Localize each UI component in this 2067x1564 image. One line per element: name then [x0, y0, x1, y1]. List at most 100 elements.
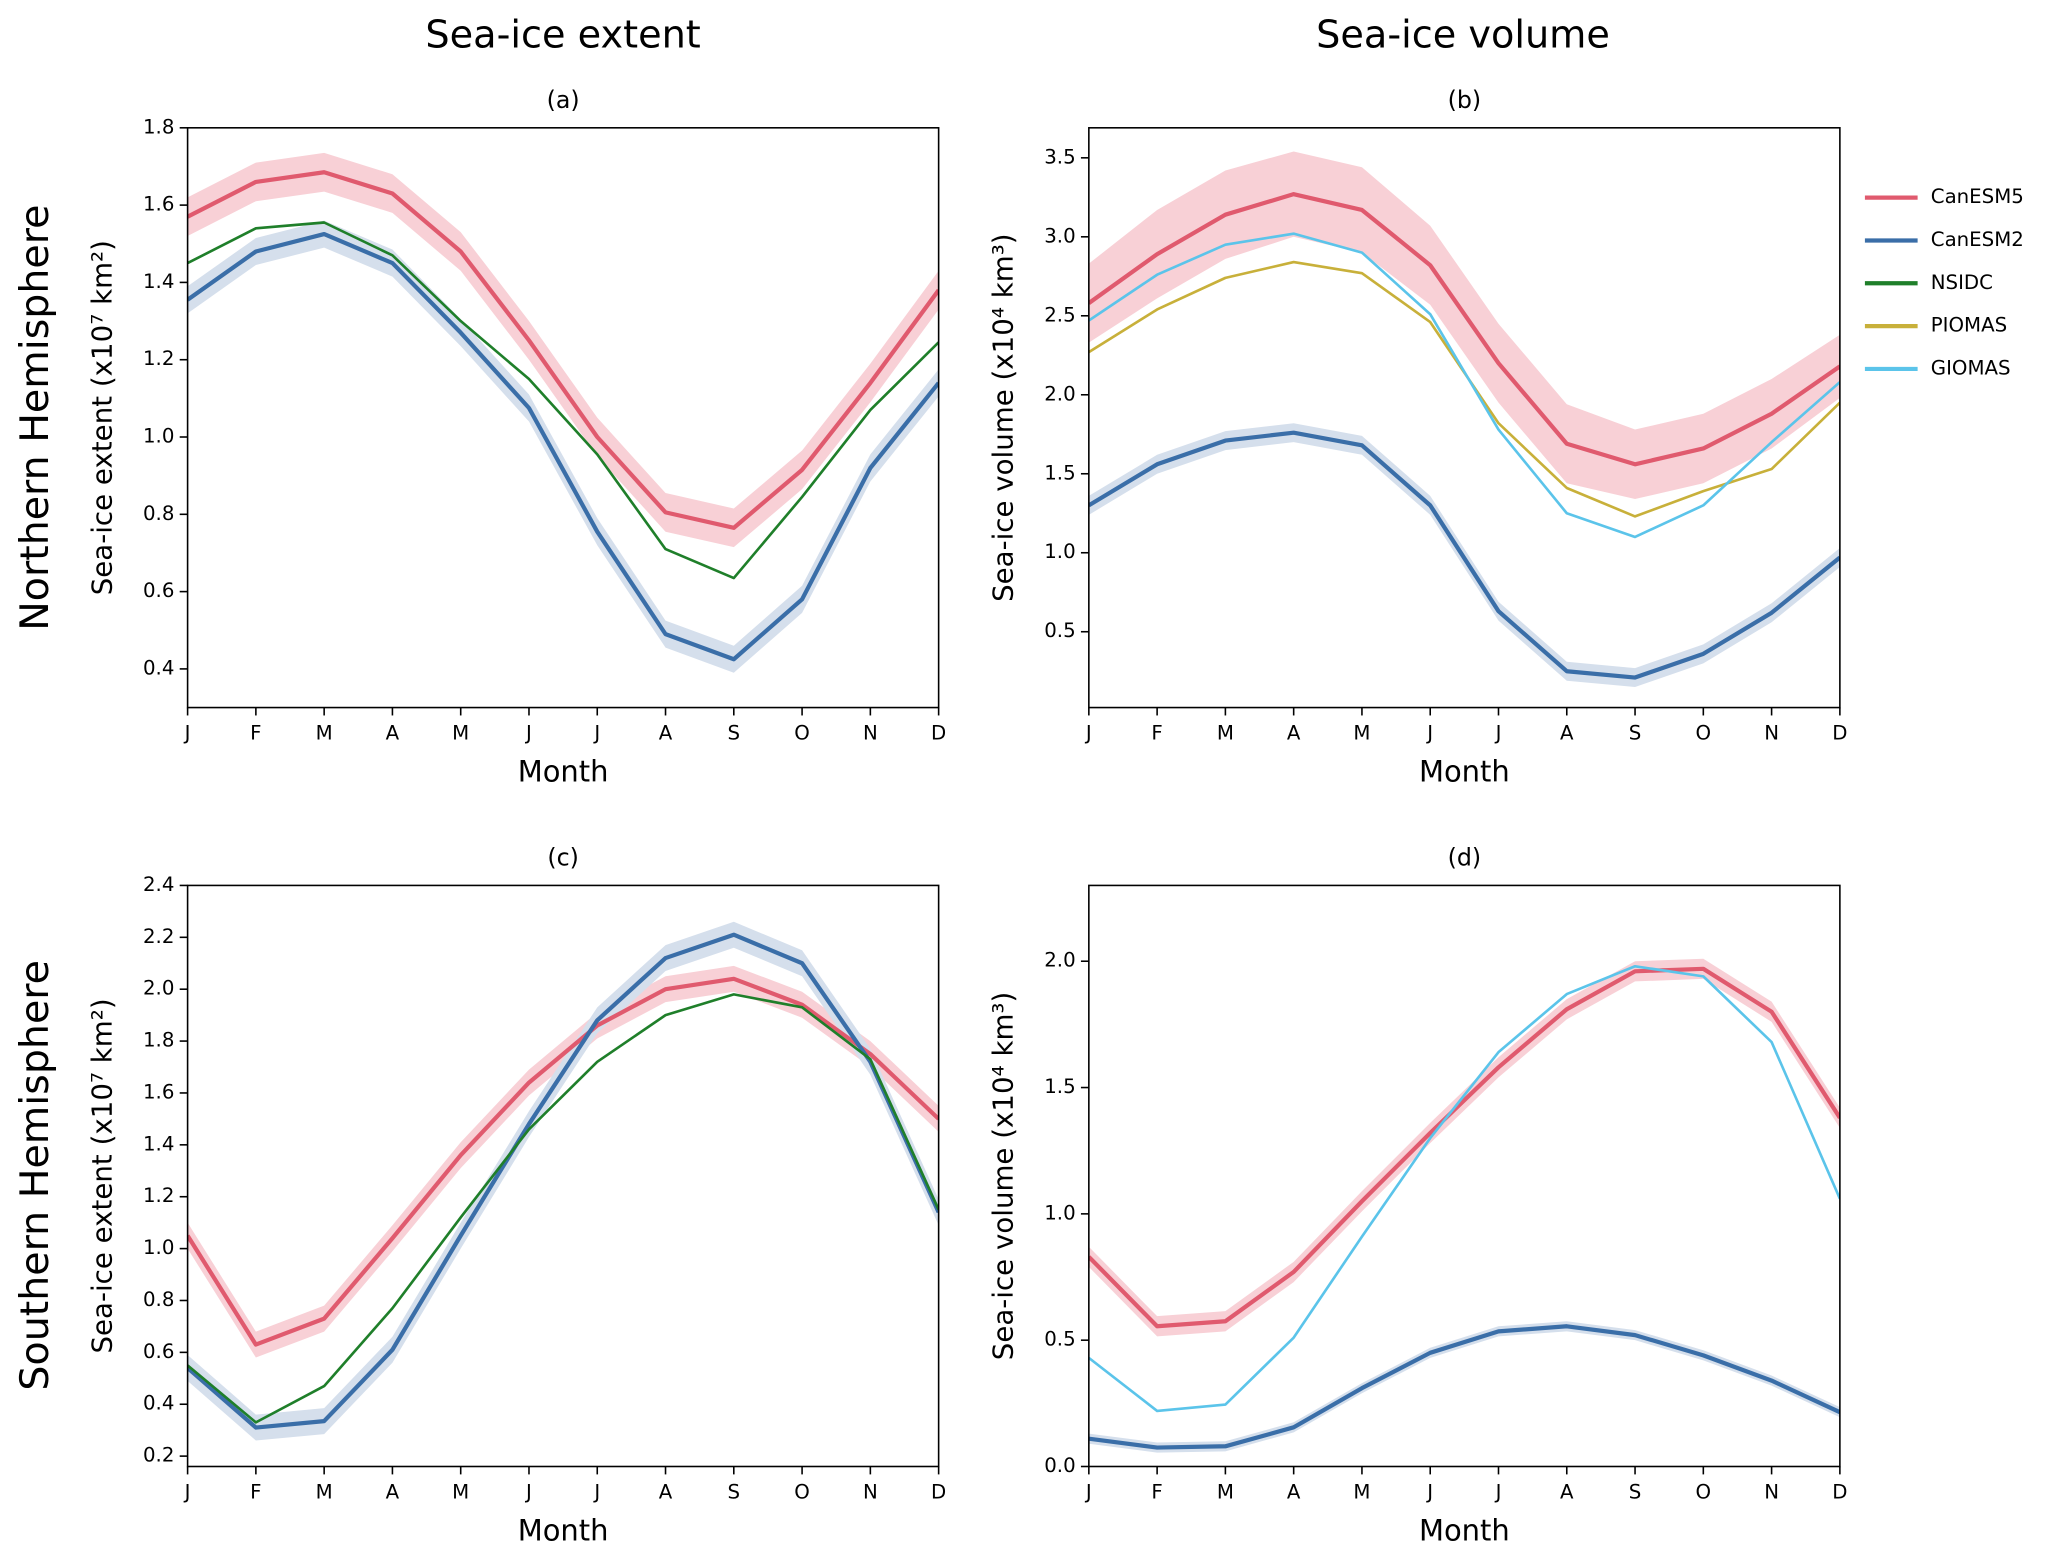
y-tick-label: 2.2	[143, 925, 174, 948]
legend-label: GIOMAS	[1931, 356, 2011, 379]
x-tick-label: F	[1151, 721, 1162, 744]
x-tick-label: O	[1696, 1480, 1712, 1503]
y-tick-label: 1.6	[143, 193, 174, 216]
series-line	[187, 231, 939, 662]
y-tick-label: 2.4	[143, 873, 174, 896]
chart-title: (c)	[547, 844, 579, 872]
row-title: Southern Hemisphere	[12, 960, 58, 1391]
y-tick-label: 1.8	[143, 115, 174, 138]
column-title: Sea-ice extent	[425, 13, 700, 57]
x-tick-label: D	[931, 1480, 946, 1503]
y-tick-label: 1.8	[143, 1029, 174, 1052]
series-line	[1088, 430, 1840, 680]
y-axis-label: Sea-ice extent (x10⁷ km²)	[85, 240, 118, 595]
x-tick-label: M	[1353, 1480, 1370, 1503]
x-axis-label: Month	[1419, 1513, 1510, 1547]
y-tick-label: 1.2	[143, 1184, 174, 1207]
x-tick-label: A	[386, 721, 400, 744]
x-tick-label: O	[794, 721, 810, 744]
y-axis-label: Sea-ice volume (x10⁴ km³)	[987, 992, 1020, 1361]
y-axis-label: Sea-ice extent (x10⁷ km²)	[85, 998, 118, 1353]
y-tick-label: 1.0	[1044, 1201, 1075, 1224]
x-tick-label: J	[1084, 1480, 1092, 1503]
x-tick-label: J	[183, 1480, 191, 1503]
y-tick-label: 2.0	[143, 977, 174, 1000]
x-tick-label: A	[1560, 721, 1574, 744]
x-tick-label: D	[1832, 721, 1847, 744]
y-tick-label: 0.4	[143, 1392, 174, 1415]
axes-frame	[186, 884, 940, 1468]
y-tick-label: 1.0	[1044, 540, 1075, 563]
y-tick-label: 2.0	[1044, 382, 1075, 405]
x-tick-label: M	[452, 721, 469, 744]
y-tick-label: 0.2	[143, 1444, 174, 1467]
x-tick-label: F	[1151, 1480, 1162, 1503]
x-tick-label: J	[1494, 1480, 1502, 1503]
series-line	[187, 221, 939, 580]
x-tick-label: F	[250, 721, 261, 744]
chart-title: (a)	[547, 86, 580, 114]
series-line	[1088, 964, 1840, 1413]
y-tick-label: 1.0	[143, 425, 174, 448]
x-tick-label: J	[183, 721, 191, 744]
y-tick-label: 0.5	[1044, 1328, 1075, 1351]
x-axis-label: Month	[518, 1513, 609, 1547]
series-line	[187, 993, 939, 1424]
x-tick-label: M	[316, 721, 333, 744]
uncertainty-band	[187, 152, 939, 548]
y-tick-label: 1.5	[1044, 1075, 1075, 1098]
chart-title: (b)	[1448, 86, 1482, 114]
y-tick-label: 3.5	[1044, 145, 1075, 168]
uncertainty-band	[1088, 151, 1840, 500]
y-tick-label: 0.5	[1044, 619, 1075, 642]
y-tick-label: 0.8	[143, 502, 174, 525]
x-tick-label: S	[1629, 721, 1642, 744]
series-line	[187, 976, 939, 1347]
x-tick-label: J	[592, 721, 600, 744]
legend-label: PIOMAS	[1931, 314, 2007, 337]
uncertainty-band	[1088, 958, 1840, 1337]
x-tick-label: S	[1629, 1480, 1642, 1503]
x-tick-label: J	[1425, 721, 1433, 744]
y-tick-label: 3.0	[1044, 224, 1075, 247]
legend-label: CanESM5	[1931, 185, 2024, 208]
x-tick-label: J	[1425, 1480, 1433, 1503]
x-tick-label: N	[1764, 721, 1779, 744]
y-tick-label: 0.6	[143, 1340, 174, 1363]
y-tick-label: 1.4	[143, 1132, 174, 1155]
x-tick-label: J	[524, 721, 532, 744]
x-tick-label: N	[1764, 1480, 1779, 1503]
y-axis-label: Sea-ice volume (x10⁴ km³)	[987, 233, 1020, 602]
plot-area	[1088, 958, 1840, 1453]
x-tick-label: A	[386, 1480, 400, 1503]
series-line	[1088, 232, 1840, 539]
y-tick-label: 1.4	[143, 270, 174, 293]
chart-title: (d)	[1448, 844, 1482, 872]
x-tick-label: A	[1287, 721, 1301, 744]
x-tick-label: S	[728, 1480, 741, 1503]
row-title: Northern Hemisphere	[12, 205, 58, 631]
x-tick-label: S	[728, 721, 741, 744]
y-tick-label: 0.8	[143, 1288, 174, 1311]
axes-frame	[1088, 884, 1841, 1468]
series-line	[1088, 966, 1840, 1329]
y-tick-label: 1.5	[1044, 461, 1075, 484]
plot-area	[187, 152, 939, 673]
axes-frame	[1088, 127, 1841, 709]
x-axis-label: Month	[518, 754, 609, 788]
x-tick-label: A	[1560, 1480, 1574, 1503]
series-line	[1088, 1324, 1840, 1450]
y-tick-label: 2.5	[1044, 303, 1075, 326]
plot-area	[1088, 151, 1840, 688]
y-tick-label: 0.4	[143, 656, 174, 679]
x-tick-label: M	[1217, 721, 1234, 744]
legend-label: NSIDC	[1931, 271, 1993, 294]
y-tick-label: 1.0	[143, 1236, 174, 1259]
x-tick-label: O	[1696, 721, 1712, 744]
y-tick-label: 2.0	[1044, 949, 1075, 972]
x-tick-label: A	[1287, 1480, 1301, 1503]
x-tick-label: M	[1217, 1480, 1234, 1503]
legend-label: CanESM2	[1931, 228, 2024, 251]
